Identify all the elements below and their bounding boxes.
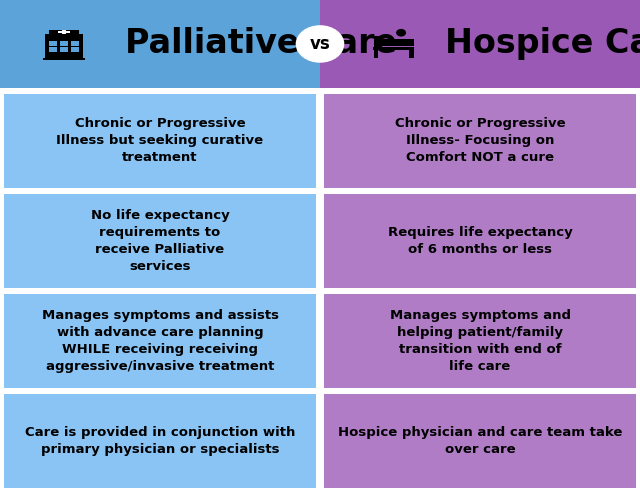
Bar [4,94,316,188]
Bar [381,39,404,42]
Bar [379,39,415,45]
Bar [61,31,67,34]
Bar [49,47,57,52]
Bar [71,41,79,45]
Text: Requires life expectancy
of 6 months or less: Requires life expectancy of 6 months or … [388,226,572,256]
Text: Chronic or Progressive
Illness- Focusing on
Comfort NOT a cure: Chronic or Progressive Illness- Focusing… [395,118,565,165]
Bar [44,58,85,60]
Bar [324,194,636,288]
Bar [60,41,68,45]
Bar [324,294,636,388]
Bar [320,0,640,88]
Text: Manages symptoms and
helping patient/family
transition with end of
life care: Manages symptoms and helping patient/fam… [390,309,570,373]
Text: Care is provided in conjunction with
primary physician or specialists: Care is provided in conjunction with pri… [25,426,295,456]
Text: Hospice Care: Hospice Care [445,28,640,60]
Text: No life expectancy
requirements to
receive Palliative
services: No life expectancy requirements to recei… [91,209,229,273]
Bar [0,0,320,88]
Bar [49,30,79,35]
Bar [4,194,316,288]
Bar [374,36,379,50]
Bar [49,41,57,45]
Circle shape [296,25,344,63]
Bar [324,94,636,188]
Bar [45,35,83,58]
Bar [58,32,70,33]
Bar [410,50,413,58]
Bar [4,294,316,388]
Circle shape [396,29,406,37]
Text: Chronic or Progressive
Illness but seeking curative
treatment: Chronic or Progressive Illness but seeki… [56,118,264,165]
Text: Palliative Care: Palliative Care [125,28,397,60]
Text: Manages symptoms and assists
with advance care planning
WHILE receiving receivin: Manages symptoms and assists with advanc… [42,309,278,373]
Bar [71,47,79,52]
Bar [60,47,68,52]
Bar [372,47,415,50]
Text: vs: vs [310,35,330,53]
Bar [374,50,378,58]
Bar [324,394,636,488]
Text: Hospice physician and care team take
over care: Hospice physician and care team take ove… [338,426,622,456]
Bar [4,394,316,488]
